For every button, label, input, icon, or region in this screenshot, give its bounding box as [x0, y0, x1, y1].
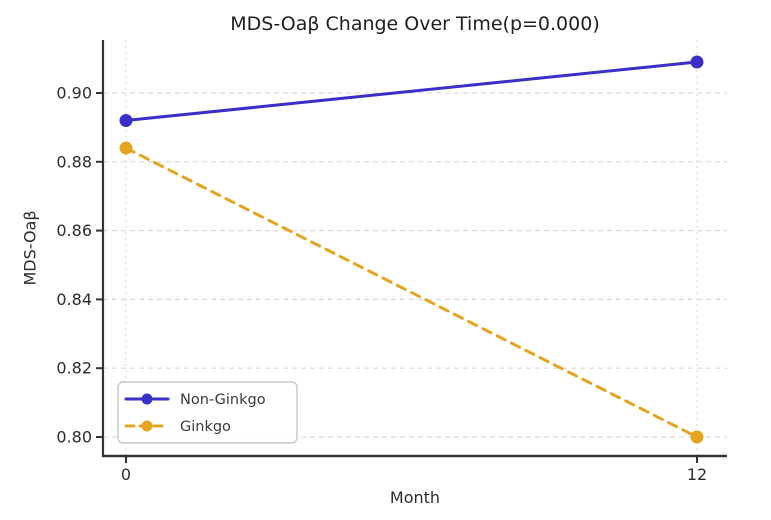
data-point-ginkgo	[690, 430, 704, 444]
data-point-ginkgo	[119, 141, 133, 155]
x-axis-label: Month	[389, 488, 441, 507]
y-tick-label: 0.88	[56, 152, 92, 171]
series-line-ginkgo	[124, 146, 699, 439]
chart-title: MDS-Oaβ Change Over Time(p=0.000)	[230, 13, 600, 35]
y-tick-label: 0.84	[56, 290, 92, 309]
series-line-non-ginkgo	[124, 60, 699, 123]
data-point-non-ginkgo	[690, 55, 704, 69]
data-point-non-ginkgo	[119, 114, 133, 128]
x-tick-label: 12	[687, 465, 707, 484]
y-tick-label: 0.80	[56, 428, 92, 447]
y-tick-label: 0.82	[56, 359, 92, 378]
legend-label: Non-Ginkgo	[180, 392, 266, 408]
legend-marker	[141, 393, 153, 405]
y-axis-label: MDS-Oaβ	[20, 210, 40, 286]
x-tick-label: 0	[121, 465, 131, 484]
legend-label: Ginkgo	[180, 419, 231, 435]
y-tick-label: 0.90	[56, 84, 92, 103]
legend-box	[117, 381, 298, 444]
y-tick-label: 0.86	[56, 221, 92, 240]
legend-marker	[141, 420, 153, 432]
